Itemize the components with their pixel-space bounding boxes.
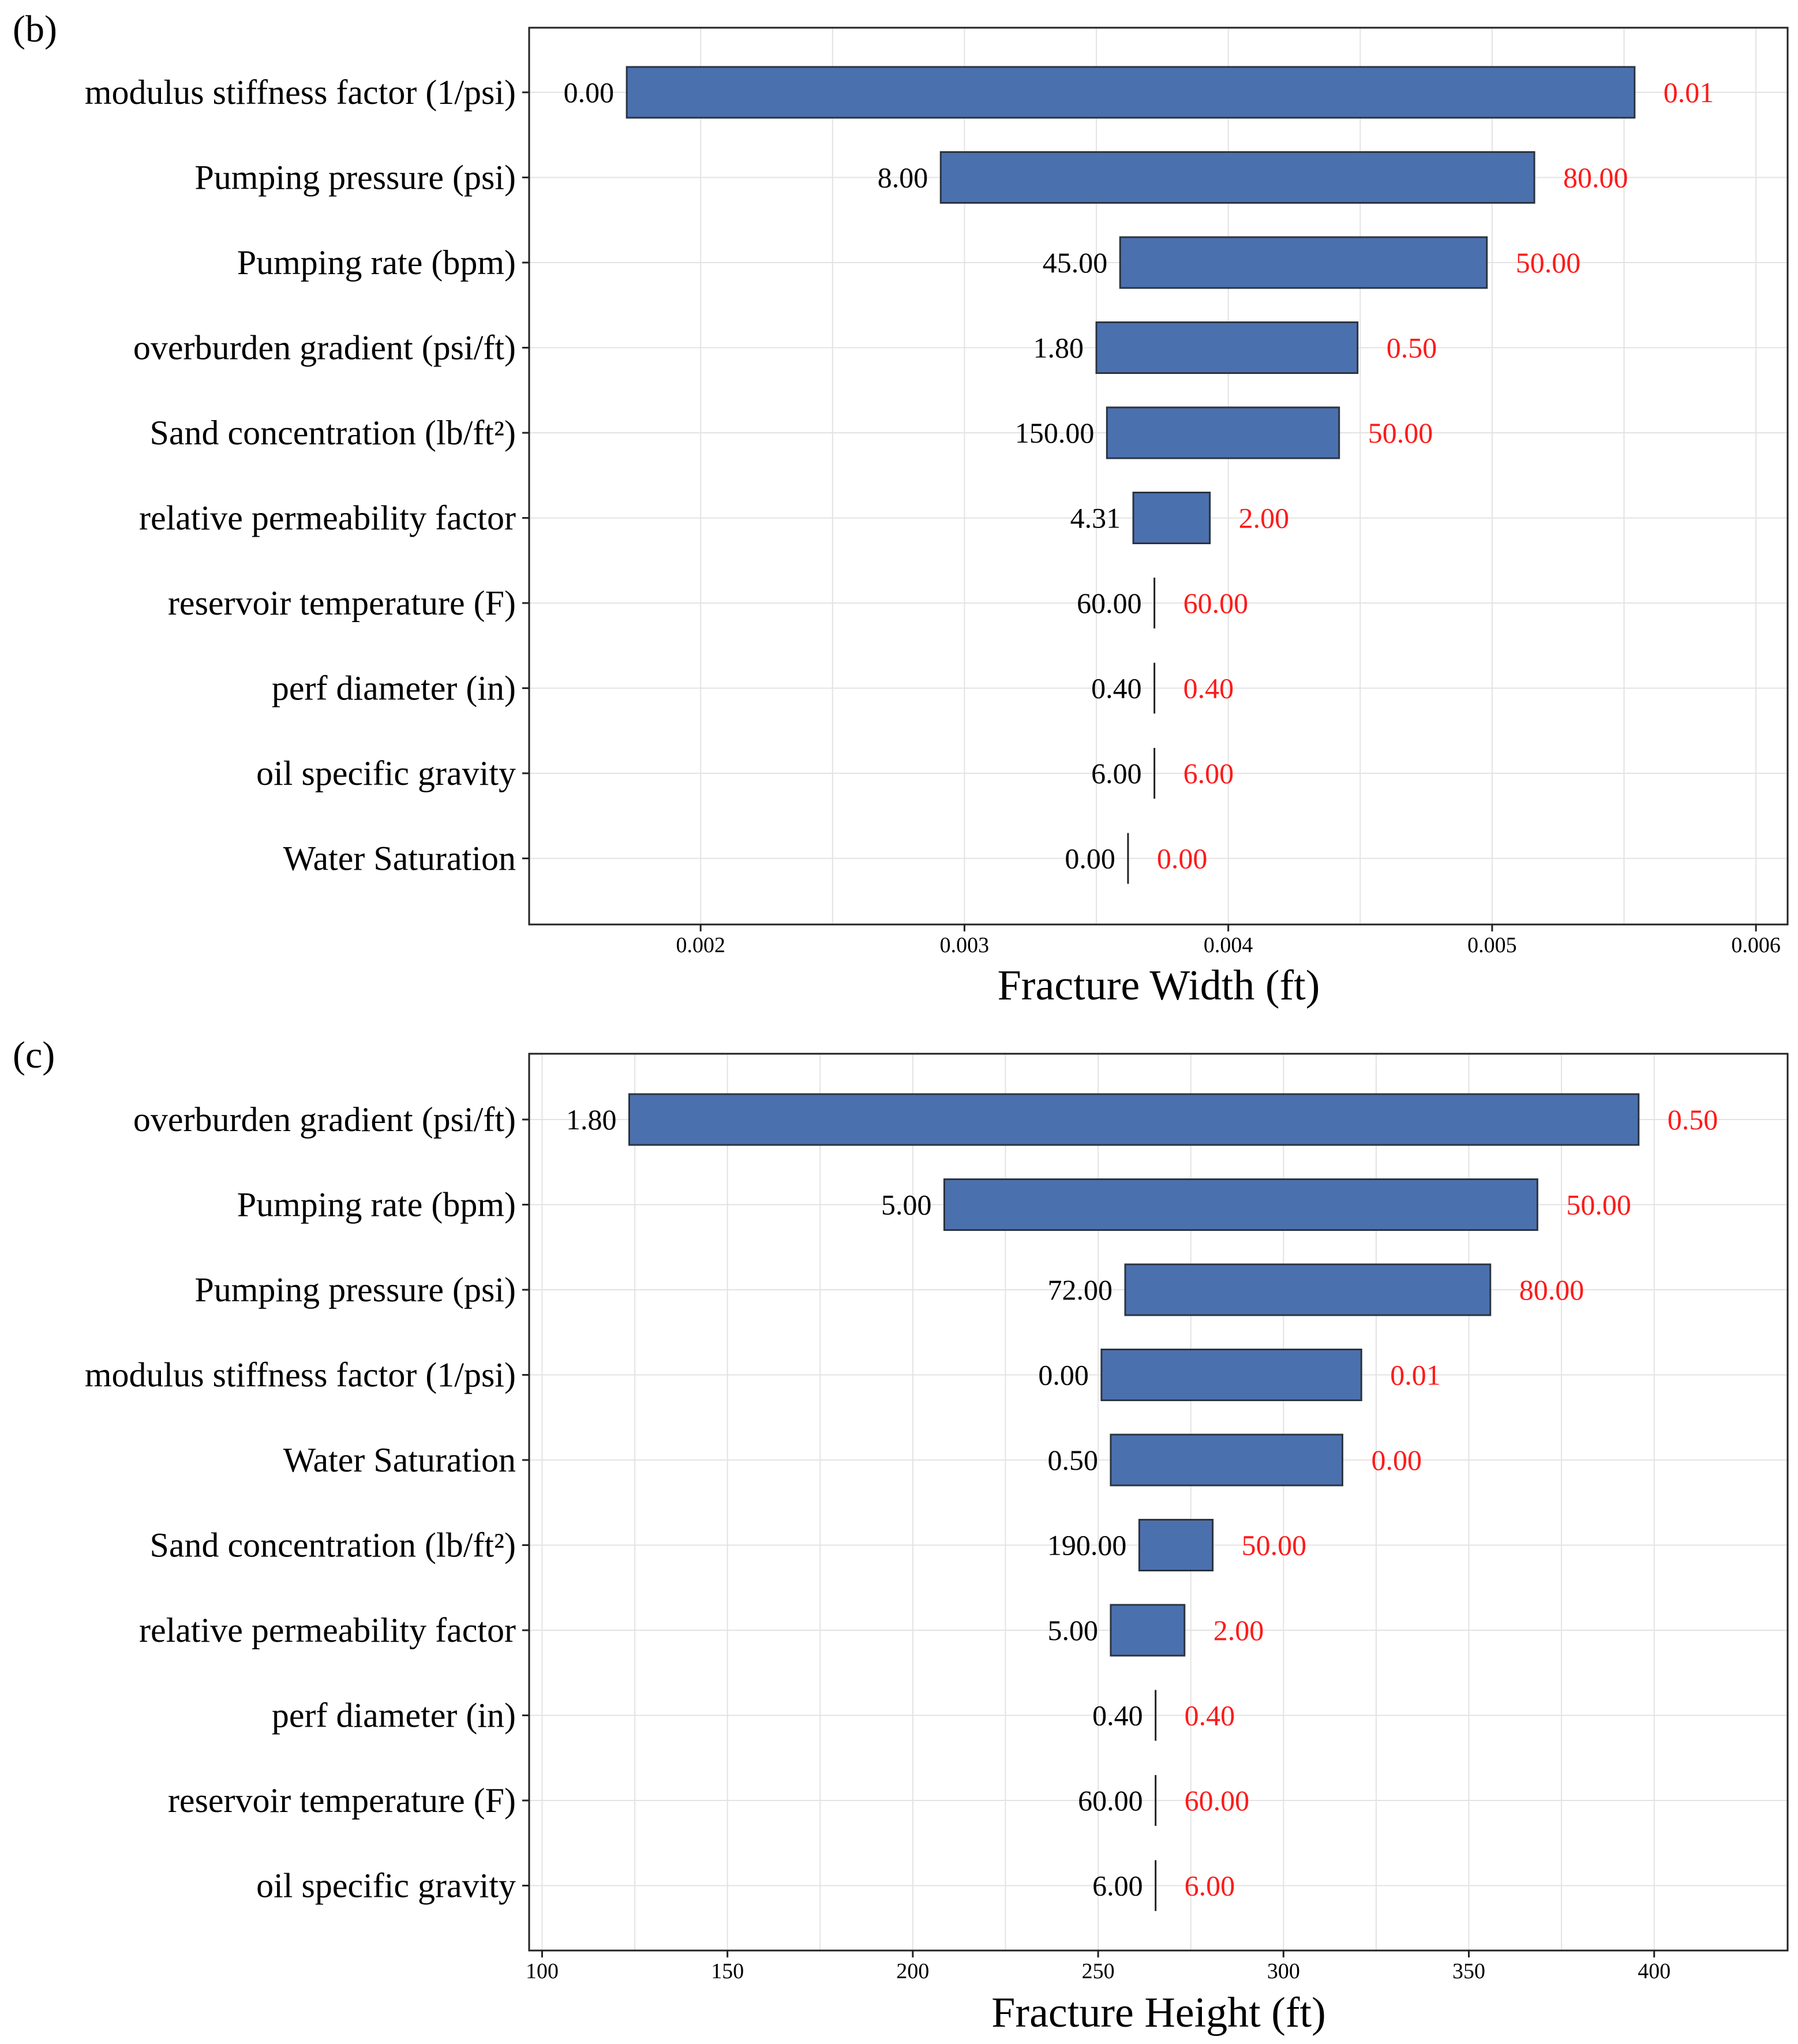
category-label: Sand concentration (lb/ft²)	[150, 1526, 516, 1564]
high-value-label: 0.50	[1668, 1103, 1718, 1136]
high-value-label: 50.00	[1516, 246, 1581, 279]
low-value-label: 45.00	[1043, 246, 1108, 279]
high-value-label: 60.00	[1183, 587, 1249, 619]
tornado-bar	[628, 1093, 1640, 1146]
category-label: Pumping pressure (psi)	[194, 1271, 516, 1309]
tornado-bar	[1132, 492, 1211, 544]
high-value-label: 2.00	[1239, 502, 1290, 534]
tornado-bar	[1124, 1263, 1492, 1316]
low-value-label: 5.00	[881, 1189, 932, 1221]
low-value-label: 4.31	[1070, 502, 1121, 534]
panel-c-fracture-height: (c) overburden gradient (psi/ft) 1.80 0.50 P…	[13, 1034, 1789, 2036]
low-value-label: 150.00	[1015, 417, 1095, 449]
high-value-label: 0.40	[1183, 672, 1234, 705]
tornado-bar	[943, 1178, 1538, 1231]
category-label: reservoir temperature (F)	[168, 1781, 516, 1820]
category-label: Pumping rate (bpm)	[237, 244, 516, 282]
x-tick-label: 0.003	[940, 933, 990, 957]
category-label: oil specific gravity	[256, 1867, 516, 1905]
x-axis-title: Fracture Height (ft)	[991, 1989, 1325, 2036]
category-label: Water Saturation	[283, 840, 516, 878]
tornado-bar	[1095, 321, 1359, 374]
category-label: overburden gradient (psi/ft)	[133, 1100, 516, 1139]
x-tick-label: 0.006	[1731, 933, 1781, 957]
category-label: Water Saturation	[283, 1441, 516, 1479]
low-value-label: 0.00	[1038, 1359, 1089, 1391]
panel-label: (b)	[13, 8, 57, 50]
category-label: modulus stiffness factor (1/psi)	[85, 73, 516, 111]
category-label: relative permeability factor	[139, 1611, 516, 1649]
high-value-label: 2.00	[1213, 1614, 1264, 1646]
plot-frame	[528, 27, 1789, 926]
category-label: oil specific gravity	[256, 754, 516, 792]
high-value-label: 60.00	[1185, 1784, 1250, 1817]
category-label: relative permeability factor	[139, 499, 516, 537]
low-value-label: 1.80	[566, 1103, 617, 1136]
high-value-label: 0.00	[1371, 1444, 1422, 1476]
x-tick-label: 150	[711, 1959, 744, 1983]
x-tick-label: 0.002	[676, 933, 725, 957]
x-tick-label: 300	[1267, 1959, 1300, 1983]
category-label: Sand concentration (lb/ft²)	[150, 414, 516, 452]
panel-b-fracture-width: (b) modulus stiffness factor (1/psi) 0.00 0…	[13, 8, 1789, 1009]
tornado-bar	[1100, 1349, 1362, 1401]
x-tick-label: 100	[526, 1959, 559, 1983]
tornado-bar	[625, 66, 1636, 119]
low-value-label: 190.00	[1047, 1529, 1127, 1562]
high-value-label: 80.00	[1563, 162, 1628, 194]
category-label: reservoir temperature (F)	[168, 584, 516, 622]
high-value-label: 0.50	[1387, 332, 1437, 364]
high-value-label: 0.40	[1185, 1699, 1235, 1732]
x-tick-label: 350	[1452, 1959, 1485, 1983]
tornado-bar	[1106, 406, 1340, 459]
x-tick-label: 250	[1082, 1959, 1115, 1983]
x-axis-title: Fracture Width (ft)	[998, 962, 1320, 1009]
low-value-label: 6.00	[1092, 1870, 1143, 1902]
category-label: perf diameter (in)	[272, 669, 516, 707]
high-value-label: 6.00	[1185, 1870, 1235, 1902]
category-label: perf diameter (in)	[272, 1697, 516, 1735]
tornado-bar	[1138, 1519, 1214, 1571]
low-value-label: 60.00	[1078, 1784, 1143, 1817]
low-value-label: 1.80	[1033, 332, 1084, 364]
category-label: Pumping rate (bpm)	[237, 1186, 516, 1224]
low-value-label: 5.00	[1047, 1614, 1098, 1646]
low-value-label: 0.40	[1092, 1699, 1143, 1732]
high-value-label: 0.01	[1664, 76, 1714, 108]
high-value-label: 0.01	[1390, 1359, 1441, 1391]
category-label: modulus stiffness factor (1/psi)	[85, 1356, 516, 1394]
x-tick-label: 0.004	[1204, 933, 1253, 957]
plot-frame	[528, 1053, 1789, 1952]
tornado-bar	[939, 151, 1535, 204]
high-value-label: 50.00	[1368, 417, 1433, 449]
panel-label: (c)	[13, 1034, 55, 1076]
high-value-label: 0.00	[1157, 843, 1208, 875]
category-label: overburden gradient (psi/ft)	[133, 329, 516, 367]
low-value-label: 72.00	[1048, 1274, 1113, 1306]
tornado-bar	[1110, 1604, 1186, 1657]
x-tick-label: 400	[1638, 1959, 1670, 1983]
category-label: Pumping pressure (psi)	[194, 159, 516, 197]
low-value-label: 0.00	[564, 76, 615, 108]
low-value-label: 0.50	[1047, 1444, 1098, 1476]
tornado-bar	[1119, 236, 1488, 289]
low-value-label: 8.00	[878, 162, 928, 194]
x-tick-label: 0.005	[1467, 933, 1517, 957]
tornado-bar	[1110, 1433, 1343, 1487]
low-value-label: 60.00	[1077, 587, 1142, 619]
low-value-label: 0.00	[1065, 843, 1115, 875]
high-value-label: 6.00	[1183, 757, 1234, 789]
high-value-label: 80.00	[1519, 1274, 1585, 1306]
x-tick-label: 200	[896, 1959, 929, 1983]
high-value-label: 50.00	[1242, 1529, 1307, 1562]
low-value-label: 6.00	[1091, 757, 1142, 789]
low-value-label: 0.40	[1091, 672, 1142, 705]
high-value-label: 50.00	[1566, 1189, 1631, 1221]
